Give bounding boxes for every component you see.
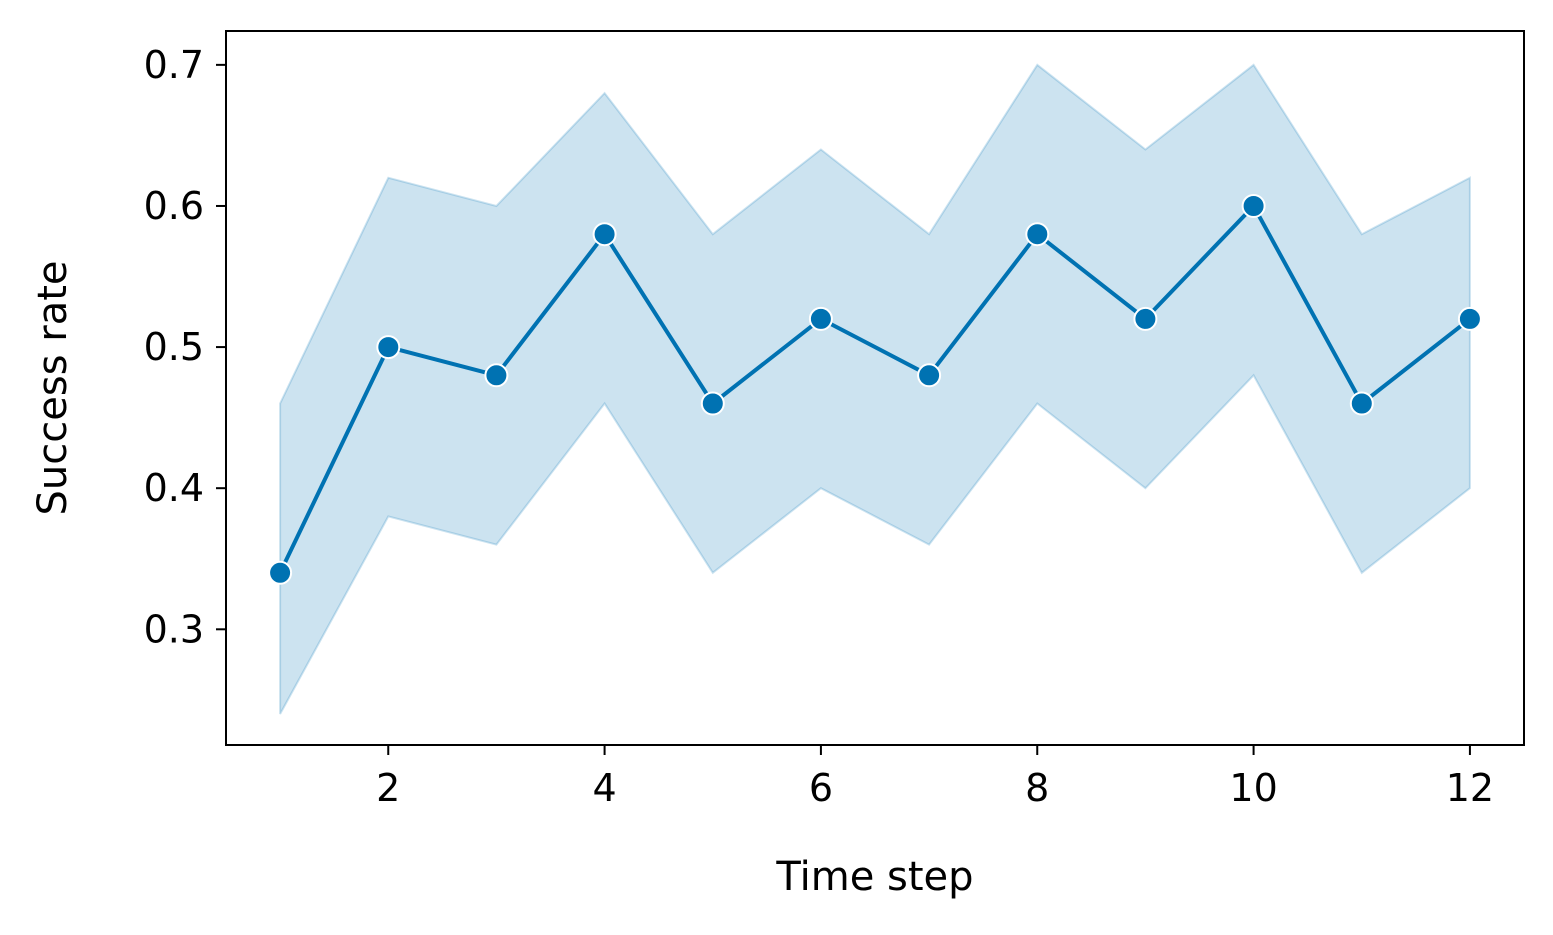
x-tick-label: 10	[1229, 766, 1277, 810]
data-point	[917, 363, 942, 388]
y-tick-label: 0.5	[144, 325, 204, 369]
x-tick-label: 2	[376, 766, 400, 810]
data-point	[268, 560, 293, 585]
y-tick-label: 0.7	[144, 43, 204, 87]
data-point	[592, 222, 617, 247]
x-axis-ticks: 2 4 6 8 10 12	[376, 745, 1494, 810]
x-tick-label: 4	[592, 766, 616, 810]
data-point	[700, 391, 725, 416]
x-axis-label: Time step	[775, 854, 973, 900]
y-axis-ticks: 0.3 0.4 0.5 0.6 0.7	[144, 43, 226, 651]
y-tick-label: 0.4	[144, 466, 204, 510]
data-point	[1025, 222, 1050, 247]
data-point	[1457, 306, 1482, 331]
x-tick-label: 6	[809, 766, 833, 810]
data-point	[376, 335, 401, 360]
x-tick-label: 12	[1446, 766, 1494, 810]
plot-frame	[225, 30, 1525, 746]
data-point	[1241, 194, 1266, 218]
data-point	[1349, 391, 1374, 416]
y-tick-label: 0.3	[144, 607, 204, 651]
series-line	[278, 204, 1472, 574]
y-axis-label: Success rate	[30, 261, 76, 516]
data-point	[484, 363, 509, 388]
series-line-layer	[278, 204, 1472, 574]
confidence-band	[279, 63, 1471, 715]
confidence-band-layer	[279, 63, 1471, 715]
y-tick-label: 0.6	[144, 184, 204, 228]
data-point	[808, 306, 833, 331]
x-tick-label: 8	[1025, 766, 1049, 810]
data-points-layer	[268, 194, 1482, 585]
data-point	[1133, 306, 1158, 331]
